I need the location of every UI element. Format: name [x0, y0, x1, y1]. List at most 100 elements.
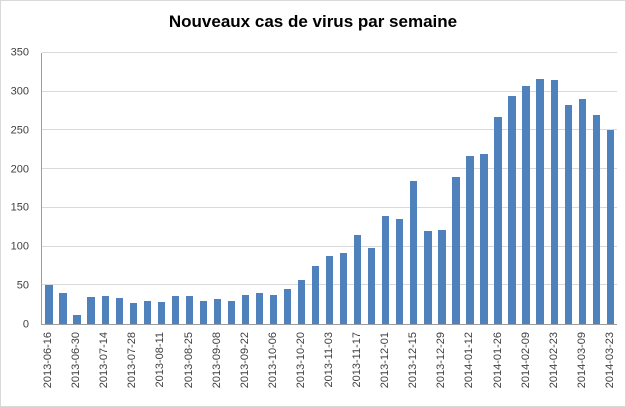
bar-slot [252, 53, 266, 324]
gridline [42, 206, 617, 208]
bar-slot [379, 53, 393, 324]
bar [171, 296, 179, 324]
x-tick-label: 2013-07-14 [98, 332, 111, 389]
bar [73, 314, 81, 324]
bar-slot [56, 53, 70, 324]
bar [508, 95, 516, 324]
x-tick-label: 2013-10-06 [266, 332, 279, 389]
bar-slot [42, 53, 56, 324]
bar-slot [519, 53, 533, 324]
bar-slot [393, 53, 407, 324]
bar [466, 155, 474, 324]
y-tick-label: 350 [10, 46, 29, 59]
bar-slot [421, 53, 435, 324]
gridline [42, 245, 617, 247]
bar-slot [491, 53, 505, 324]
gridline [42, 129, 617, 131]
bar [87, 296, 95, 324]
bar [536, 78, 544, 324]
bar [438, 229, 446, 324]
bar [241, 294, 250, 324]
bars [42, 53, 617, 324]
bar-slot [603, 53, 617, 324]
bar-slot [323, 53, 337, 324]
bar [311, 265, 320, 324]
x-axis-labels: 2013-06-16 2013-06-30 2013-07-14 2013-07-28… [41, 330, 617, 406]
x-tick-label: 2014-03-23 [603, 332, 616, 389]
bar-slot [547, 53, 561, 324]
x-tick-label: 2013-10-20 [294, 332, 307, 389]
gridline [42, 168, 617, 170]
bar-slot [84, 53, 98, 324]
bar-slot [126, 53, 140, 324]
bar-slot [295, 53, 309, 324]
y-tick-label: 200 [10, 163, 29, 176]
bar [354, 234, 362, 324]
bar [494, 116, 502, 324]
bar [157, 302, 165, 324]
bar-slot [561, 53, 575, 324]
bar-slot [154, 53, 168, 324]
bar-slot [533, 53, 547, 324]
gridline [42, 52, 617, 53]
bar [129, 303, 137, 324]
bar-slot [449, 53, 463, 324]
bar [396, 219, 404, 324]
bar-slot [281, 53, 295, 324]
bar-slot [505, 53, 519, 324]
bar [297, 279, 306, 324]
x-tick-label: 2014-01-26 [491, 332, 504, 389]
x-tick-label: 2014-03-09 [575, 332, 588, 389]
bar [199, 300, 207, 324]
bar-slot [351, 53, 365, 324]
bar-slot [589, 53, 603, 324]
bar [227, 300, 236, 324]
bar-slot [70, 53, 84, 324]
bar-slot [238, 53, 252, 324]
y-tick-label: 100 [10, 240, 29, 253]
bar [452, 176, 460, 324]
x-tick-label: 2013-11-03 [322, 332, 335, 388]
bar [550, 80, 558, 324]
bar-slot [98, 53, 112, 324]
x-tick-label: 2014-02-23 [547, 332, 560, 389]
bar [255, 293, 264, 324]
plot-area [41, 52, 617, 325]
bar [368, 248, 376, 324]
bar-slot [337, 53, 351, 324]
x-tick-label: 2013-11-17 [351, 332, 364, 388]
bar [59, 293, 67, 324]
bar-slot [309, 53, 323, 324]
bar-slot [140, 53, 154, 324]
bar-slot [267, 53, 281, 324]
bar-slot [407, 53, 421, 324]
bar [101, 296, 109, 324]
bar [382, 215, 390, 324]
chart-title: Nouveaux cas de virus par semaine [168, 12, 458, 31]
bar-slot [210, 53, 224, 324]
bar [269, 294, 278, 324]
x-tick-label: 2013-12-01 [379, 332, 392, 389]
bar [592, 114, 600, 324]
bar-slot [182, 53, 196, 324]
gridline [42, 90, 617, 92]
bar-slot [463, 53, 477, 324]
y-tick-label: 0 [22, 318, 29, 331]
bar-slot [168, 53, 182, 324]
bar [424, 231, 432, 324]
bar [480, 153, 488, 324]
bar-slot [365, 53, 379, 324]
bar [213, 299, 222, 324]
bar [143, 300, 151, 324]
bar-slot [435, 53, 449, 324]
x-tick-label: 2014-02-09 [519, 332, 532, 389]
x-tick-label: 2013-06-16 [41, 332, 54, 389]
x-tick-label: 2014-01-12 [463, 332, 476, 389]
y-tick-label: 300 [10, 85, 29, 98]
bar [410, 180, 418, 324]
x-tick-label: 2013-09-22 [238, 332, 251, 389]
x-tick-label: 2013-06-30 [70, 332, 83, 389]
x-tick-label: 2013-08-25 [182, 332, 195, 389]
bar-slot [224, 53, 238, 324]
bar [522, 86, 530, 324]
